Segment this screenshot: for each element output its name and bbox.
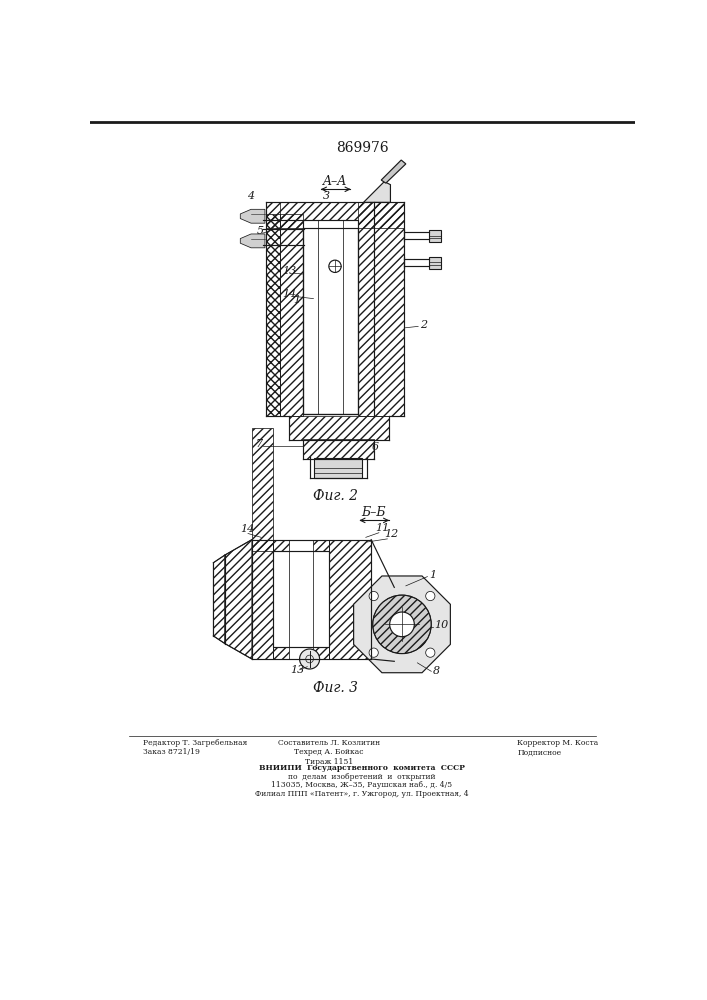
Polygon shape	[381, 160, 406, 183]
Circle shape	[426, 591, 435, 601]
Text: 5: 5	[257, 226, 264, 236]
Circle shape	[369, 591, 378, 601]
Text: 6: 6	[371, 442, 378, 452]
Text: Фиг. 3: Фиг. 3	[312, 681, 358, 695]
Text: Фиг. 2: Фиг. 2	[312, 489, 358, 503]
Text: A–A: A–A	[323, 175, 347, 188]
Text: Подписное: Подписное	[518, 748, 561, 756]
Text: Филиал ППП «Патент», г. Ужгород, ул. Проектная, 4: Филиал ППП «Патент», г. Ужгород, ул. Про…	[255, 790, 469, 798]
Text: 1: 1	[293, 295, 300, 305]
Text: ВНИИПИ  Государственного  комитета  СССР: ВНИИПИ Государственного комитета СССР	[259, 764, 465, 772]
Text: Корректор М. Коста: Корректор М. Коста	[518, 739, 599, 747]
Text: 13: 13	[291, 665, 305, 675]
Text: 11: 11	[375, 523, 390, 533]
Text: 14: 14	[240, 524, 255, 534]
Polygon shape	[240, 234, 265, 248]
Text: Составитель Л. Козлитин: Составитель Л. Козлитин	[278, 739, 380, 747]
Text: Техред А. Бойкас: Техред А. Бойкас	[294, 748, 363, 756]
Polygon shape	[314, 458, 362, 478]
Circle shape	[373, 595, 431, 654]
Text: 12: 12	[385, 529, 399, 539]
Text: Тираж 1151: Тираж 1151	[305, 758, 353, 766]
Polygon shape	[429, 257, 441, 269]
Text: 1: 1	[429, 570, 436, 580]
Text: 4: 4	[247, 191, 255, 201]
Text: 10: 10	[434, 620, 448, 630]
Text: Б–Б: Б–Б	[361, 506, 386, 519]
Text: 869976: 869976	[336, 141, 388, 155]
Circle shape	[390, 612, 414, 637]
Text: по  делам  изобретений  и  открытий: по делам изобретений и открытий	[288, 773, 436, 781]
Circle shape	[426, 648, 435, 657]
Polygon shape	[363, 182, 390, 202]
Polygon shape	[429, 230, 441, 242]
Text: 2: 2	[420, 320, 427, 330]
Circle shape	[369, 648, 378, 657]
Text: 8: 8	[433, 666, 440, 676]
Text: 7: 7	[256, 439, 263, 449]
Text: 113035, Москва, Ж–35, Раушская наб., д. 4/5: 113035, Москва, Ж–35, Раушская наб., д. …	[271, 781, 452, 789]
Text: Заказ 8721/19: Заказ 8721/19	[143, 748, 199, 756]
Circle shape	[300, 649, 320, 669]
Text: 3: 3	[322, 191, 329, 201]
Text: 13: 13	[283, 266, 297, 276]
Polygon shape	[303, 220, 358, 414]
Text: 14: 14	[283, 289, 297, 299]
Polygon shape	[274, 551, 329, 647]
Polygon shape	[354, 576, 450, 673]
Polygon shape	[240, 209, 265, 223]
Text: Редактор Т. Загребельная: Редактор Т. Загребельная	[143, 739, 247, 747]
